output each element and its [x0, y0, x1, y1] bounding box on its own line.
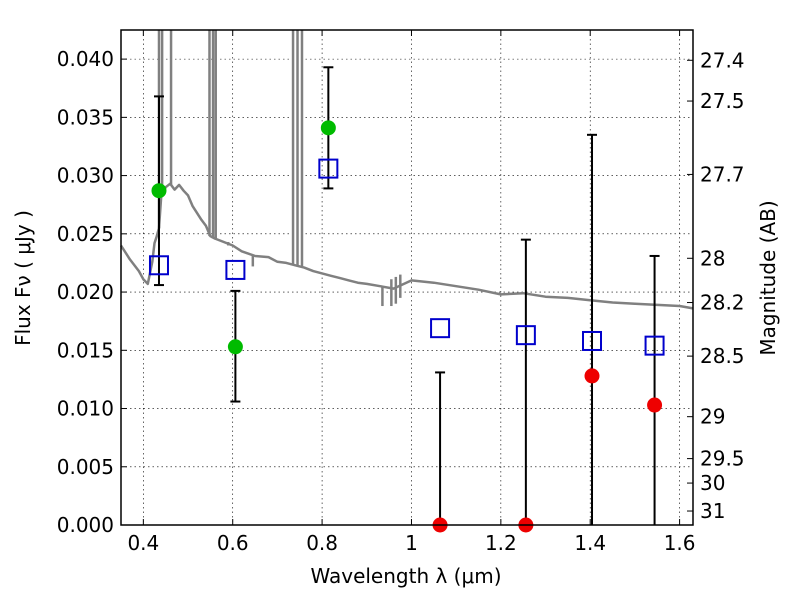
y-tick-label: 0.000: [57, 513, 114, 537]
y-tick-label: 0.025: [57, 222, 114, 246]
plot-frame: [120, 29, 694, 526]
x-tick-label: 1.6: [664, 531, 696, 555]
y-tick-label: 0.010: [57, 397, 114, 421]
x-tick-label: 0.6: [217, 531, 249, 555]
model-point: [318, 158, 339, 179]
x-axis-title: Wavelength λ (μm): [310, 564, 501, 588]
y-tick-label: 0.015: [57, 338, 114, 362]
data-points: [148, 66, 665, 533]
model-point: [582, 330, 603, 351]
right-tick-label: 28.5: [700, 344, 745, 368]
x-tick-label: 1.2: [485, 531, 517, 555]
right-tick-label: 29: [700, 405, 725, 429]
observed-point: [647, 397, 663, 413]
right-tick-label: 27.5: [700, 89, 745, 113]
right-tick-label: 27.4: [700, 48, 745, 72]
right-tick-label: 29.5: [700, 447, 745, 471]
observed-point: [151, 183, 167, 199]
model-point: [430, 318, 451, 339]
y-tick-label: 0.040: [57, 47, 114, 71]
model-sed: [119, 30, 694, 310]
observed-point: [227, 339, 243, 355]
y-tick-label: 0.035: [57, 105, 114, 129]
right-tick-label: 31: [700, 499, 725, 523]
x-tick-label: 1.4: [574, 531, 606, 555]
right-tick-label: 30: [700, 471, 725, 495]
x-tick-label: 0.8: [306, 531, 338, 555]
right-tick-label: 28.2: [700, 291, 745, 315]
observed-point: [320, 120, 336, 136]
grid: [121, 30, 693, 526]
axis-ticks: 0.4 0.6 0.8 1 1.2 1.4 1.6 0.000 0.005 0.010 0.015 0…: [57, 30, 745, 555]
model-point: [148, 255, 169, 276]
right-tick-label: 28: [700, 246, 725, 270]
model-point: [225, 259, 246, 280]
x-tick-label: 1: [405, 531, 418, 555]
y-tick-label: 0.030: [57, 164, 114, 188]
x-tick-label: 0.4: [127, 531, 159, 555]
model-point: [644, 335, 665, 356]
model-sed-line: [119, 182, 694, 310]
model-point: [515, 325, 536, 346]
observed-point: [584, 368, 600, 384]
y-axis-title: Flux Fν ( μJy ): [11, 210, 35, 346]
y-tick-label: 0.005: [57, 455, 114, 479]
right-axis-title: Magnitude (AB): [756, 200, 780, 355]
right-tick-label: 27.7: [700, 162, 745, 186]
y-tick-label: 0.020: [57, 280, 114, 304]
